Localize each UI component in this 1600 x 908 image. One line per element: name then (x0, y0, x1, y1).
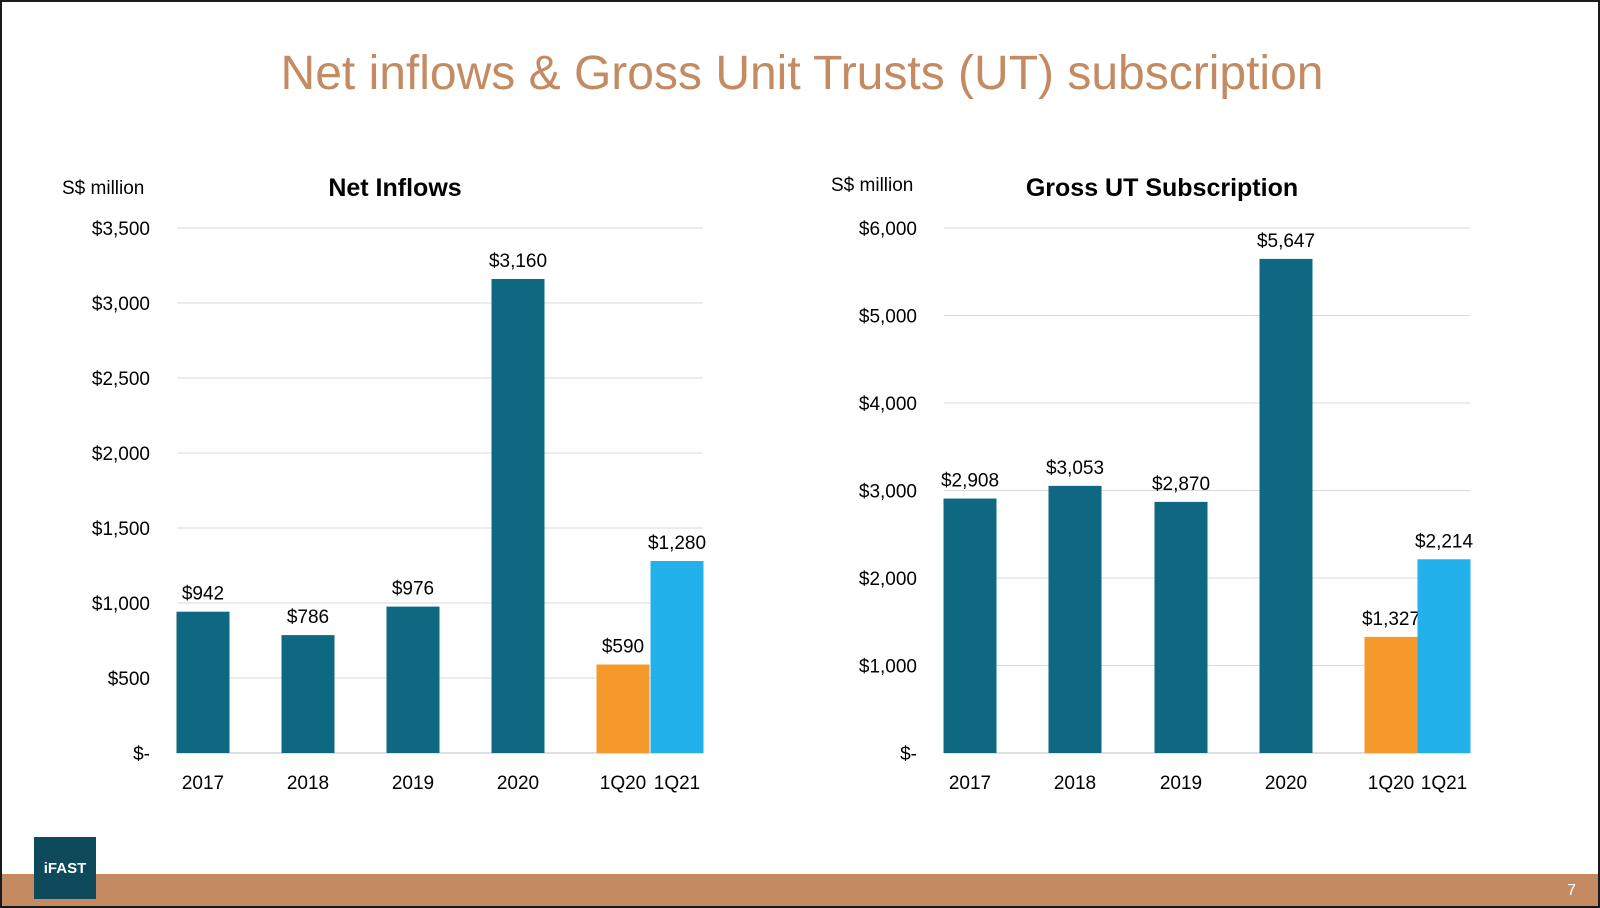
bar-1q21 (650, 561, 704, 753)
y-tick-label: $4,000 (859, 394, 917, 415)
x-tick-label: 2020 (1265, 773, 1307, 794)
x-tick-label: 2018 (1054, 773, 1096, 794)
x-tick-label: 1Q21 (654, 773, 700, 794)
y-tick-label: $2,500 (92, 369, 150, 390)
y-tick-label: $1,000 (92, 594, 150, 615)
x-tick-label: 2018 (287, 773, 329, 794)
slide-title: Net inflows & Gross Unit Trusts (UT) sub… (280, 47, 1324, 100)
net-inflows-chart: $- $500 $1,000 $1,500 $2,000 $2,500 $3,000 $3,5… (62, 174, 706, 794)
data-label: $976 (392, 579, 434, 600)
gross-ut-subscription-chart: $- $1,000 $2,000 $3,000 $4,000 $5,000 $6,000 S$… (831, 174, 1474, 794)
unit-label: S$ million (831, 175, 913, 196)
data-label: $1,327 (1362, 609, 1420, 630)
data-label: $786 (287, 607, 329, 628)
x-tick-label: 2017 (182, 773, 224, 794)
y-tick-label: $500 (108, 669, 150, 690)
ifast-logo: iFAST (34, 837, 96, 899)
y-tick-label: $6,000 (859, 219, 917, 240)
bar-2020 (491, 279, 545, 753)
chart-title: Gross UT Subscription (1026, 174, 1298, 202)
y-tick-label: $- (133, 744, 150, 765)
bar-2018 (281, 635, 335, 753)
bar-2020 (1259, 258, 1313, 753)
y-tick-label: $2,000 (859, 569, 917, 590)
y-tick-label: $3,000 (859, 482, 917, 503)
bar-1q20 (1364, 636, 1418, 753)
y-tick-label: $1,500 (92, 519, 150, 540)
bar-2017 (943, 498, 997, 753)
data-label: $3,053 (1046, 458, 1104, 479)
bar-2019 (386, 606, 440, 753)
chart-title: Net Inflows (328, 174, 461, 202)
x-tick-label: 2020 (497, 773, 539, 794)
x-tick-label: 2019 (1160, 773, 1202, 794)
x-tick-label: 1Q21 (1421, 773, 1467, 794)
bar-2018 (1048, 485, 1102, 753)
bar-1q21 (1417, 559, 1471, 753)
x-tick-label: 2019 (392, 773, 434, 794)
y-tick-label: $3,500 (92, 219, 150, 240)
bar-2017 (176, 611, 230, 753)
bar-2019 (1154, 501, 1208, 753)
y-tick-label: $3,000 (92, 294, 150, 315)
x-tick-label: 1Q20 (1368, 773, 1414, 794)
y-tick-label: $- (900, 744, 917, 765)
bar-1q20 (596, 664, 650, 753)
data-label: $2,908 (941, 471, 999, 492)
data-label: $590 (602, 637, 644, 658)
data-label: $3,160 (489, 251, 547, 272)
data-label: $1,280 (648, 533, 706, 554)
y-tick-label: $5,000 (859, 307, 917, 328)
page-number: 7 (1567, 882, 1576, 899)
y-tick-label: $1,000 (859, 657, 917, 678)
x-tick-label: 2017 (949, 773, 991, 794)
data-label: $2,214 (1415, 531, 1474, 552)
data-label: $2,870 (1152, 474, 1210, 495)
unit-label: S$ million (62, 178, 144, 199)
data-label: $942 (182, 584, 224, 605)
footer-bar (2, 874, 1598, 906)
data-label: $5,647 (1257, 231, 1315, 252)
x-tick-label: 1Q20 (600, 773, 646, 794)
y-tick-label: $2,000 (92, 444, 150, 465)
